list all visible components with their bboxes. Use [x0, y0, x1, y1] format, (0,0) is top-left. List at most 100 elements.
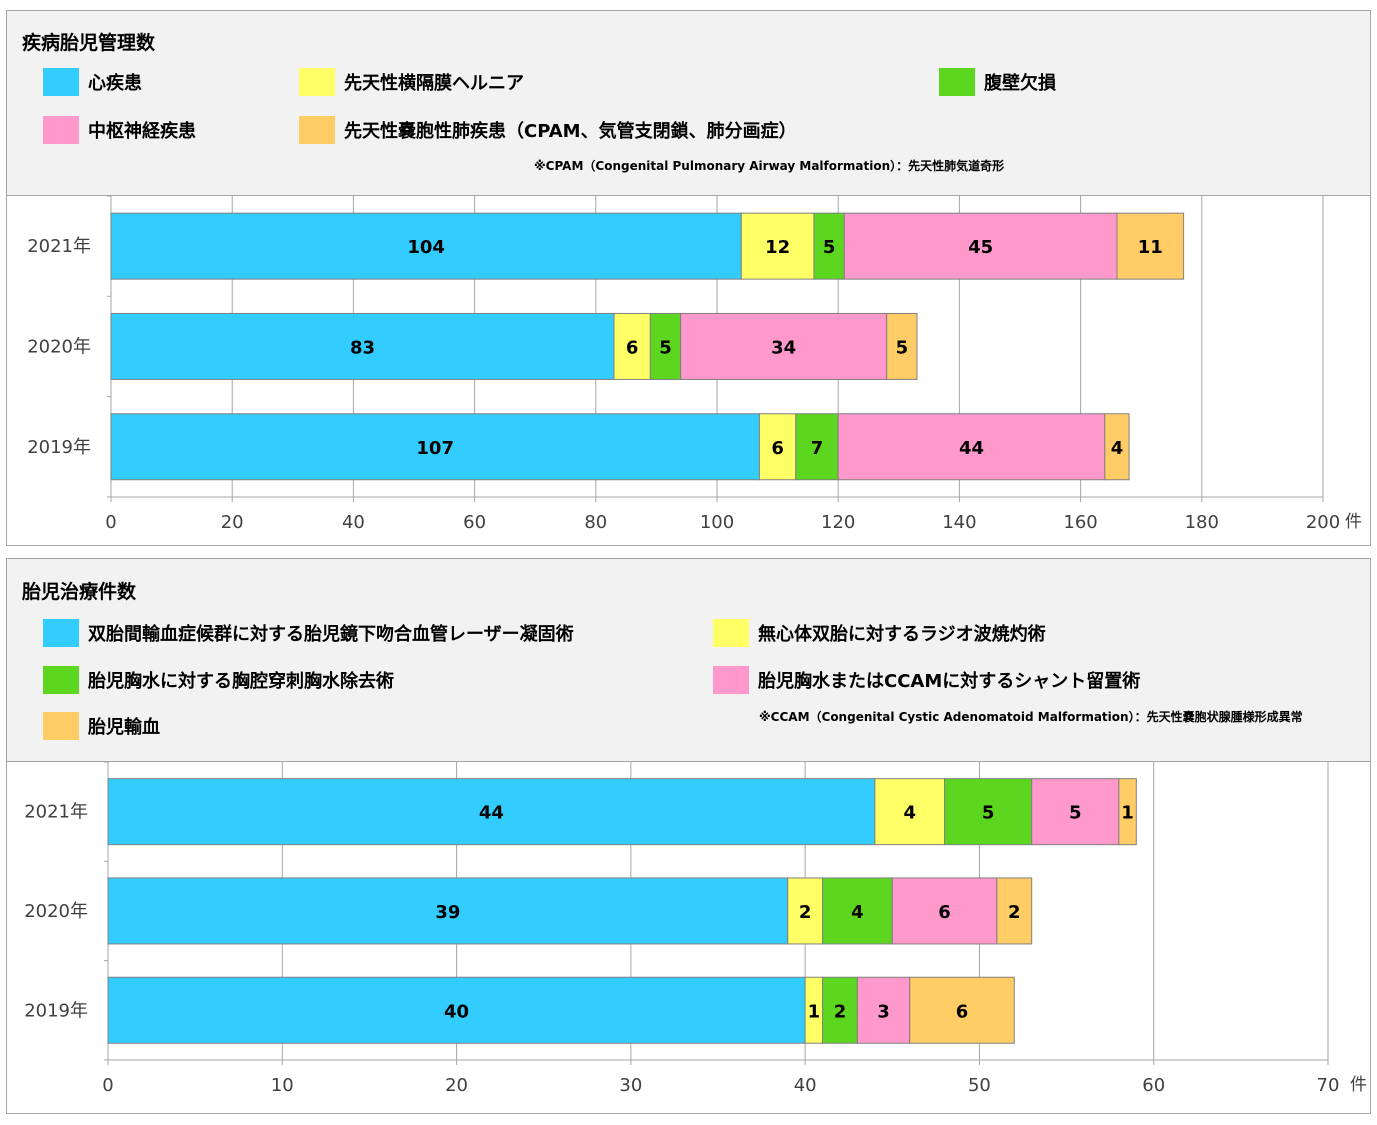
category-label: 2021年	[24, 802, 88, 823]
data-label: 2	[799, 902, 812, 923]
data-label: 5	[1069, 803, 1082, 824]
x-tick-label: 60	[1142, 1075, 1165, 1096]
bar-segment	[110, 413, 760, 481]
bar-segment	[996, 877, 1033, 945]
legend-swatch	[43, 68, 79, 96]
bar-segment	[107, 976, 806, 1044]
bar-segment	[680, 312, 888, 380]
data-label: 2	[834, 1001, 847, 1022]
legend-item: 先天性嚢胞性肺疾患（CPAM、気管支閉鎖、肺分画症）	[299, 116, 797, 144]
x-tick-label: 180	[1185, 512, 1219, 533]
legend-swatch	[43, 116, 79, 144]
bar-segment	[758, 413, 797, 481]
x-tick-label: 140	[942, 512, 976, 533]
legend-box: 胎児治療件数 双胎間輸血症候群に対する胎児鏡下吻合血管レーザー凝固術 無心体双胎…	[7, 559, 1370, 762]
x-unit-label: 件	[1350, 1075, 1367, 1095]
panel-fetal-therapy: 胎児治療件数 双胎間輸血症候群に対する胎児鏡下吻合血管レーザー凝固術 無心体双胎…	[6, 558, 1371, 1114]
data-label: 3	[877, 1001, 890, 1022]
legend-swatch	[43, 666, 79, 694]
data-label: 104	[407, 237, 445, 258]
panel-title: 疾病胎児管理数	[22, 32, 156, 54]
x-tick-label: 70	[1317, 1075, 1340, 1096]
x-tick-label: 50	[968, 1075, 991, 1096]
x-tick-label: 40	[342, 512, 365, 533]
legend-item: 中枢神経疾患	[43, 116, 196, 144]
legend-label: 中枢神経疾患	[88, 121, 196, 142]
bar-segment	[787, 877, 824, 945]
bar-segment	[891, 877, 998, 945]
data-label: 5	[659, 337, 672, 358]
data-label: 4	[1111, 438, 1124, 459]
legend-swatch	[713, 666, 749, 694]
legend-item: 胎児胸水に対する胸腔穿刺胸水除去術	[43, 666, 394, 694]
x-tick-label: 30	[619, 1075, 642, 1096]
category-label: 2021年	[27, 236, 91, 257]
x-tick-label: 10	[271, 1075, 294, 1096]
legend-item: 胎児胸水またはCCAMに対するシャント留置術	[713, 666, 1140, 694]
legend-item: 胎児輸血	[43, 712, 160, 740]
legend-swatch	[43, 712, 79, 740]
data-label: 6	[626, 337, 639, 358]
bar-segment	[740, 212, 815, 280]
data-label: 1	[808, 1001, 821, 1022]
bar-segment	[837, 413, 1106, 481]
data-label: 12	[765, 237, 790, 258]
data-label: 11	[1138, 237, 1163, 258]
data-label: 83	[350, 337, 375, 358]
category-label: 2020年	[24, 901, 88, 922]
legend-label: 先天性横隔膜ヘルニア	[344, 73, 524, 94]
data-label: 6	[938, 902, 951, 923]
data-label: 7	[811, 438, 824, 459]
bar-segment	[649, 312, 682, 380]
bar-segment	[874, 778, 946, 846]
legend-box: 疾病胎児管理数 心疾患 先天性横隔膜ヘルニア 腹壁欠損 中枢神経疾患 先天性嚢胞…	[7, 11, 1370, 196]
data-label: 40	[444, 1001, 469, 1022]
data-label: 6	[956, 1001, 969, 1022]
data-label: 6	[771, 438, 784, 459]
data-label: 2	[1008, 902, 1021, 923]
legend-item: 無心体双胎に対するラジオ波焼灼術	[713, 619, 1046, 647]
legend-label: 双胎間輸血症候群に対する胎児鏡下吻合血管レーザー凝固術	[88, 624, 574, 645]
legend-label: 無心体双胎に対するラジオ波焼灼術	[758, 624, 1046, 645]
x-tick-label: 20	[445, 1075, 468, 1096]
data-label: 107	[416, 438, 454, 459]
x-tick-label: 0	[102, 1075, 113, 1096]
x-tick-label: 40	[794, 1075, 817, 1096]
data-label: 34	[771, 337, 796, 358]
data-label: 5	[896, 337, 909, 358]
x-tick-label: 0	[105, 512, 116, 533]
bar-segment	[1118, 778, 1137, 846]
legend-label: 心疾患	[88, 73, 142, 94]
bar-segment	[813, 212, 845, 280]
category-label: 2019年	[27, 437, 91, 458]
data-label: 4	[851, 902, 864, 923]
x-tick-label: 60	[463, 512, 486, 533]
bar-segment	[1116, 212, 1185, 280]
bar-segment	[822, 976, 858, 1044]
legend-label: 胎児胸水に対する胸腔穿刺胸水除去術	[88, 671, 394, 692]
x-tick-label: 100	[700, 512, 734, 533]
panel-title: 胎児治療件数	[22, 581, 137, 603]
bar-segment	[944, 778, 1033, 846]
x-tick-label: 200	[1306, 512, 1340, 533]
bar-segment	[822, 877, 893, 945]
data-label: 4	[903, 803, 916, 824]
footnote: ※CPAM（Congenital Pulmonary Airway Malfor…	[534, 159, 1005, 173]
data-label: 39	[435, 902, 460, 923]
legend-item: 先天性横隔膜ヘルニア	[299, 68, 524, 96]
panel-disease-management: 疾病胎児管理数 心疾患 先天性横隔膜ヘルニア 腹壁欠損 中枢神経疾患 先天性嚢胞…	[6, 10, 1371, 546]
legend-swatch	[299, 116, 335, 144]
data-label: 5	[982, 803, 995, 824]
legend-swatch	[713, 619, 749, 647]
legend-label: 先天性嚢胞性肺疾患（CPAM、気管支閉鎖、肺分画症）	[344, 121, 797, 142]
category-label: 2020年	[27, 336, 91, 357]
stacked-bar-chart-disease: 0 20 40 60 80 100 120 140 160 180 200 件 2021年 104 12 5 4…	[27, 195, 1362, 533]
category-label: 2019年	[24, 1000, 88, 1021]
x-tick-label: 20	[221, 512, 244, 533]
x-tick-label: 80	[584, 512, 607, 533]
data-label: 1	[1121, 803, 1134, 824]
bar-segment	[886, 312, 918, 380]
bar-segment	[1104, 413, 1130, 481]
bar-segment	[856, 976, 911, 1044]
